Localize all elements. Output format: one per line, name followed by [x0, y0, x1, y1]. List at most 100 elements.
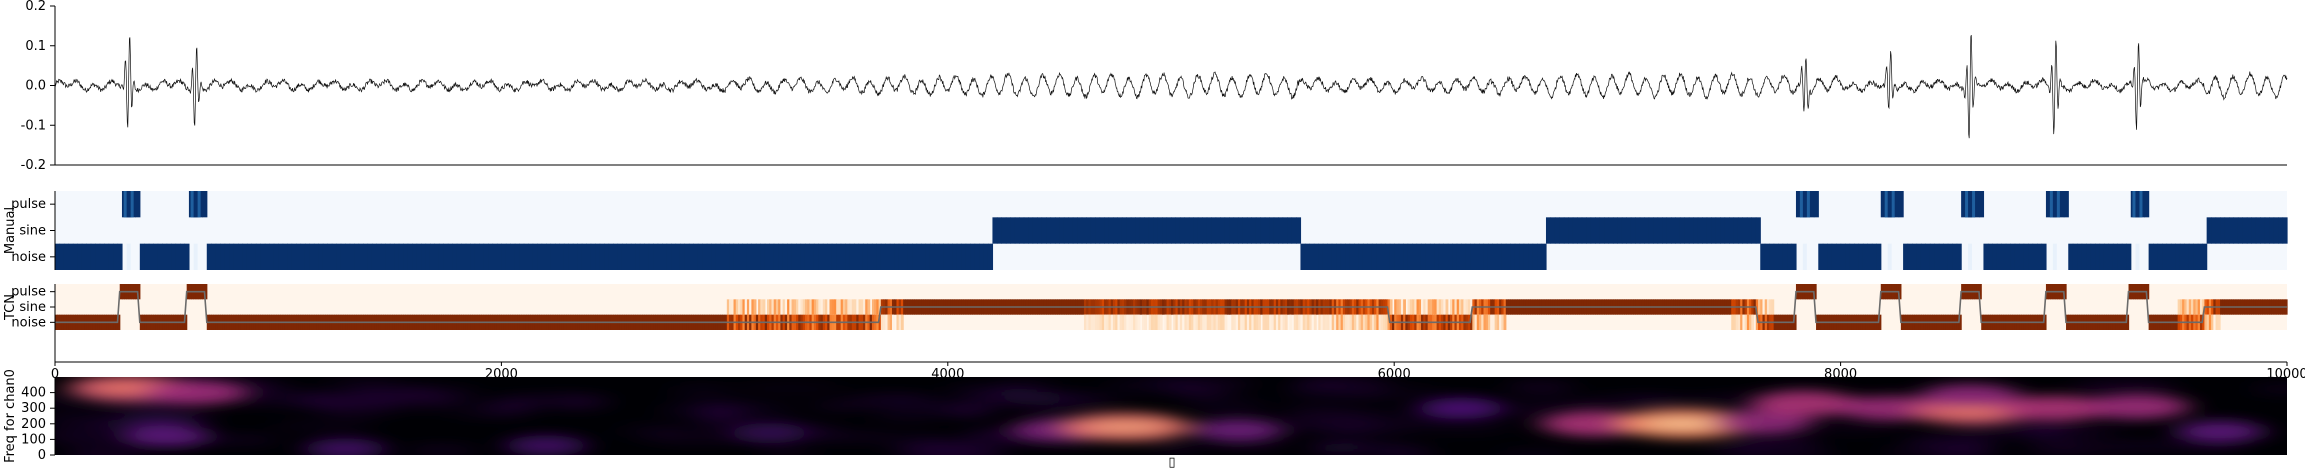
- heatmap-cell: [1452, 299, 1456, 315]
- heatmap-cell: [1853, 243, 1860, 270]
- heatmap-cell: [874, 299, 877, 315]
- heatmap-cell: [1282, 217, 1288, 244]
- heatmap-cell: [2117, 243, 2123, 270]
- heatmap-cell: [1175, 314, 1179, 330]
- spectrogram-texture: [1310, 440, 1365, 454]
- pulse-gap-core: [2135, 243, 2140, 270]
- heatmap-cell: [117, 243, 123, 270]
- wave-ytick-label: 0.0: [25, 79, 46, 94]
- heatmap-cell: [367, 243, 373, 270]
- spectrogram-texture: [325, 377, 397, 386]
- heatmap-cell: [1246, 314, 1250, 330]
- heatmap-cell: [523, 243, 529, 270]
- heatmap-cell: [1778, 243, 1784, 270]
- heatmap-cell: [300, 243, 306, 270]
- heatmap-cell: [2237, 217, 2243, 244]
- heatmap-cell: [1568, 217, 1574, 244]
- spectrogram-blob: [122, 425, 211, 448]
- heatmap-cell: [1371, 243, 1377, 270]
- spectrogram-blob: [1920, 383, 2021, 408]
- heatmap-cell: [1354, 314, 1357, 330]
- heatmap-cell: [1479, 314, 1482, 330]
- heatmap-cell: [456, 243, 462, 270]
- heatmap-cell: [878, 314, 882, 330]
- heatmap-cell: [1903, 243, 1909, 270]
- heatmap-cell: [1206, 314, 1210, 330]
- heatmap-cell: [1204, 314, 1208, 330]
- heatmap-cell: [862, 299, 866, 315]
- heatmap-cell: [2148, 243, 2154, 270]
- heatmap-cell: [465, 243, 471, 270]
- heatmap-cell: [1952, 243, 1958, 270]
- heatmap-cell: [896, 314, 900, 330]
- heatmap-cell: [1081, 217, 1087, 244]
- heatmap-cell: [1133, 314, 1136, 330]
- heatmap-cell: [2206, 217, 2212, 244]
- heatmap-cell: [702, 243, 708, 270]
- heatmap-cell: [1389, 243, 1395, 270]
- heatmap-cell: [1171, 217, 1177, 244]
- spec-ytick-label: 400: [21, 386, 46, 401]
- spectrogram-texture: [405, 386, 480, 402]
- heatmap-cell: [1354, 243, 1360, 270]
- heatmap-cell: [416, 243, 422, 270]
- heatmap-cell: [1376, 243, 1382, 270]
- heatmap-cell: [421, 243, 427, 270]
- heatmap-cell: [63, 243, 69, 270]
- heatmap-cell: [282, 243, 288, 270]
- heatmap-cell: [273, 243, 279, 270]
- heatmap-cell: [113, 243, 119, 270]
- heatmap-cell: [224, 243, 230, 270]
- heatmap-cell: [2208, 314, 2212, 330]
- heatmap-cell: [1383, 314, 1386, 330]
- heatmap-cell: [2202, 243, 2208, 270]
- heatmap-cell: [1371, 314, 1375, 330]
- heatmap-cell: [309, 243, 315, 270]
- heatmap-cell: [1987, 243, 1993, 270]
- heatmap-cell: [1072, 217, 1078, 244]
- heatmap-cell: [979, 243, 985, 270]
- heatmap-cell: [2095, 243, 2101, 270]
- heatmap-cell: [1237, 217, 1244, 244]
- heatmap-cell: [883, 314, 886, 330]
- heatmap-cell: [2197, 299, 2201, 315]
- heatmap-cell: [581, 243, 587, 270]
- heatmap-cell: [733, 299, 737, 315]
- heatmap-cell: [1978, 284, 1982, 300]
- heatmap-cell: [733, 243, 739, 270]
- heatmap-cell: [894, 243, 900, 270]
- heatmap-cell: [1318, 314, 1322, 330]
- heatmap-cell: [742, 243, 748, 270]
- spectrogram-blob: [305, 438, 386, 455]
- heatmap-cell: [1733, 314, 1737, 330]
- heatmap-cell: [2001, 243, 2007, 270]
- heatmap-cell: [746, 243, 752, 270]
- heatmap-cell: [769, 299, 773, 315]
- heatmap-cell: [760, 299, 764, 315]
- heatmap-cell: [1916, 243, 1922, 270]
- spectrogram-texture: [65, 445, 147, 455]
- heatmap-cell: [965, 243, 971, 270]
- heatmap-cell: [1300, 243, 1306, 270]
- heatmap-cell: [1291, 217, 1297, 244]
- heatmap-cell: [104, 243, 110, 270]
- heatmap-cell: [746, 299, 750, 315]
- heatmap-cell: [1394, 243, 1400, 270]
- heatmap-cell: [1121, 217, 1127, 244]
- spectrogram-texture: [2251, 383, 2287, 395]
- heatmap-cell: [1769, 243, 1775, 270]
- heatmap-cell: [644, 243, 650, 270]
- heatmap-cell: [1362, 314, 1366, 330]
- heatmap-cell: [2162, 243, 2168, 270]
- heatmap-cell: [1490, 314, 1494, 330]
- wave-ytick-label: -0.2: [21, 158, 46, 173]
- spectrogram-texture: [643, 427, 752, 446]
- heatmap-cell: [1729, 217, 1735, 244]
- heatmap-cell: [956, 243, 962, 270]
- heatmap-cell: [1771, 299, 1775, 315]
- heatmap-cell: [773, 243, 779, 270]
- heatmap-cell: [1280, 314, 1284, 330]
- heatmap-cell: [1465, 299, 1469, 315]
- heatmap-cell: [202, 191, 208, 218]
- heatmap-cell: [1425, 243, 1431, 270]
